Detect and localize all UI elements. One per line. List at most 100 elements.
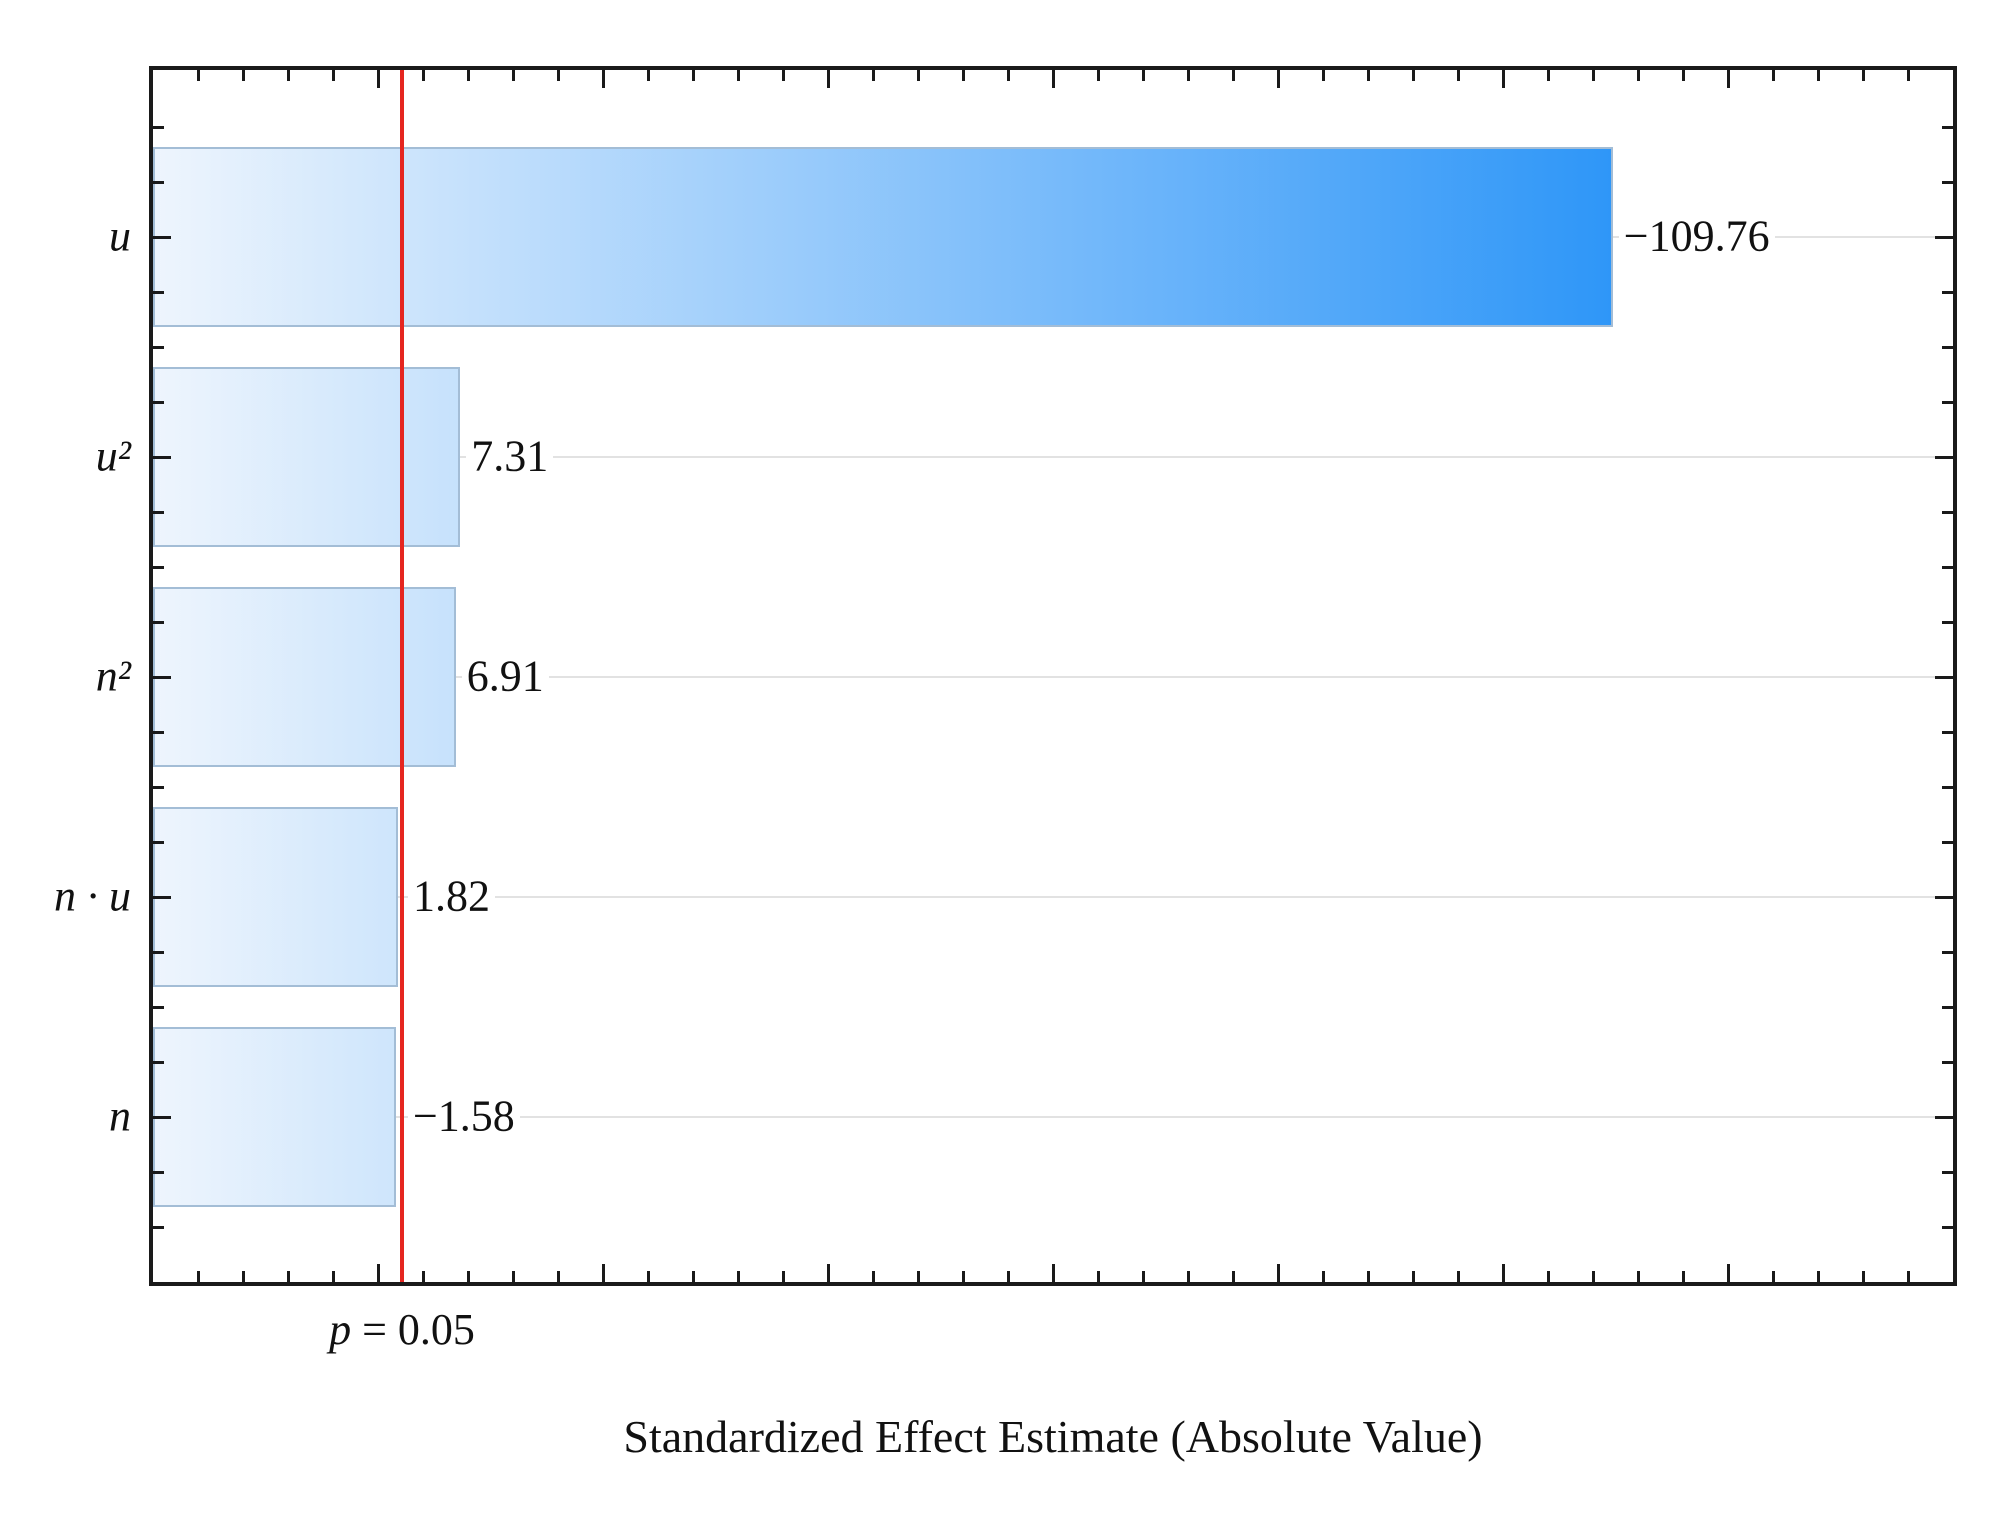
y-axis-minor-tick [1942,785,1953,789]
y-axis-minor-tick [153,290,164,294]
p-threshold-label: p = 0.05 [329,1304,475,1355]
bar [153,1027,396,1207]
x-axis-minor-tick [781,1271,785,1282]
x-axis-minor-tick [646,1271,650,1282]
y-axis-minor-tick [1942,1060,1953,1064]
y-axis-minor-tick [1942,345,1953,349]
x-axis-minor-tick [1771,70,1775,81]
bar [153,807,399,987]
x-axis-minor-tick [646,70,650,81]
bar [153,587,456,767]
p-threshold-value: = 0.05 [351,1305,475,1354]
x-axis-minor-tick [916,1271,920,1282]
y-axis-major-tick [1935,235,1953,239]
bar-value-label: 1.82 [407,870,495,922]
y-axis-minor-tick [153,1170,164,1174]
x-axis-minor-tick [1006,70,1010,81]
x-axis-minor-tick [556,1271,560,1282]
x-axis-major-tick [601,1264,605,1282]
y-axis-minor-tick [1942,730,1953,734]
y-axis-minor-tick [1942,620,1953,624]
x-axis-major-tick [826,70,830,88]
y-axis-minor-tick [1942,565,1953,569]
x-axis-minor-tick [1591,1271,1595,1282]
x-axis-minor-tick [1636,1271,1640,1282]
x-axis-minor-tick [1141,1271,1145,1282]
y-axis-minor-tick [153,565,164,569]
y-axis-major-tick [1935,455,1953,459]
x-axis-minor-tick [1366,70,1370,81]
x-axis-major-tick [1501,1264,1505,1282]
p-threshold-variable: p [329,1305,352,1354]
x-axis-minor-tick [691,70,695,81]
x-axis-major-tick [376,70,380,88]
y-axis-minor-tick [1942,840,1953,844]
y-axis-minor-tick [153,1225,164,1229]
x-axis-minor-tick [1411,70,1415,81]
x-axis-minor-tick [961,70,965,81]
x-axis-major-tick [376,1264,380,1282]
x-axis-minor-tick [286,70,290,81]
y-axis-minor-tick [153,1005,164,1009]
x-axis-minor-tick [1186,70,1190,81]
y-axis-major-tick [153,895,171,899]
x-axis-minor-tick [1861,70,1865,81]
y-axis-minor-tick [1942,950,1953,954]
y-axis-minor-tick [1942,1005,1953,1009]
x-axis-minor-tick [1366,1271,1370,1282]
y-axis-major-tick [153,455,171,459]
y-axis-major-tick [153,235,171,239]
x-axis-minor-tick [1006,1271,1010,1282]
y-axis-minor-tick [153,180,164,184]
row-gridline [153,1116,1953,1118]
x-axis-minor-tick [1636,70,1640,81]
x-axis-minor-tick [1816,70,1820,81]
x-axis-minor-tick [1681,1271,1685,1282]
row-gridline [153,896,1953,898]
row-gridline [153,456,1953,458]
bar [153,367,461,547]
bar [153,147,1613,327]
x-axis-minor-tick [736,70,740,81]
y-axis-label: n² [95,651,131,701]
x-axis-minor-tick [1456,1271,1460,1282]
y-axis-minor-tick [153,125,164,129]
y-axis-minor-tick [1942,290,1953,294]
x-axis-minor-tick [916,70,920,81]
y-axis-major-tick [1935,1115,1953,1119]
x-axis-minor-tick [1231,1271,1235,1282]
y-axis-minor-tick [153,510,164,514]
x-axis-minor-tick [511,70,515,81]
x-axis-minor-tick [1546,70,1550,81]
y-axis-minor-tick [1942,400,1953,404]
bar-value-label: 7.31 [466,430,554,482]
y-axis-minor-tick [153,345,164,349]
x-axis-minor-tick [196,70,200,81]
x-axis-minor-tick [1816,1271,1820,1282]
y-axis-label: u² [95,431,131,481]
x-axis-title: Standardized Effect Estimate (Absolute V… [623,1411,1483,1462]
y-axis-minor-tick [153,950,164,954]
y-axis-minor-tick [153,1060,164,1064]
x-axis-minor-tick [961,1271,965,1282]
bar-value-label: 6.91 [461,650,549,702]
x-axis-minor-tick [1771,1271,1775,1282]
y-axis-label: n · u [54,871,131,921]
y-axis-major-tick [153,1115,171,1119]
x-axis-minor-tick [466,1271,470,1282]
x-axis-major-tick [1726,70,1730,88]
significance-threshold-line [399,70,404,1282]
y-axis-minor-tick [153,785,164,789]
x-axis-minor-tick [466,70,470,81]
x-axis-major-tick [1501,70,1505,88]
y-axis-minor-tick [153,620,164,624]
plot-area: −109.76 7.31 6.91 1.82 −1.58 [149,66,1957,1286]
x-axis-minor-tick [511,1271,515,1282]
y-axis-label: u [109,211,131,261]
y-axis-minor-tick [1942,125,1953,129]
x-axis-minor-tick [1321,1271,1325,1282]
y-axis-major-tick [153,675,171,679]
x-axis-major-tick [1051,70,1055,88]
x-axis-minor-tick [1321,70,1325,81]
